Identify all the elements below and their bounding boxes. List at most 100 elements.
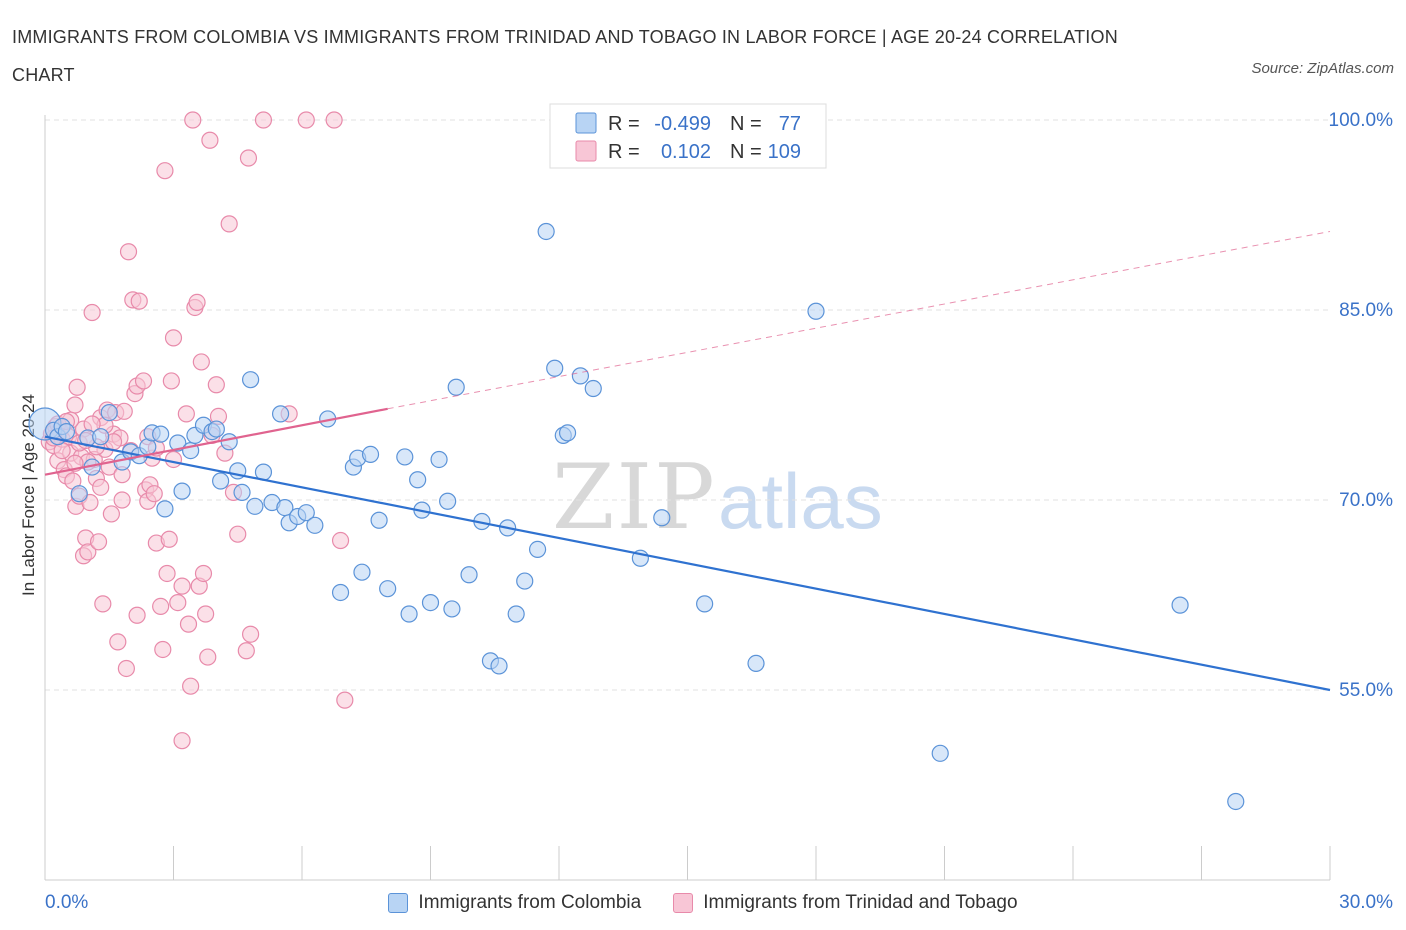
data-point-trinidad bbox=[94, 595, 112, 613]
legend-r-label: R = bbox=[608, 141, 640, 163]
data-point-colombia bbox=[353, 563, 371, 581]
data-point-colombia bbox=[331, 583, 350, 602]
legend-r-value-trinidad: 0.102 bbox=[661, 141, 711, 163]
legend-r-label: R = bbox=[608, 113, 640, 135]
watermark: ZIP atlas bbox=[552, 445, 883, 550]
legend-n-label: N = bbox=[730, 141, 762, 163]
data-point-trinidad bbox=[325, 111, 343, 129]
data-point-trinidad bbox=[237, 642, 255, 660]
data-point-colombia bbox=[396, 448, 414, 466]
legend-n-value-trinidad: 109 bbox=[768, 141, 801, 163]
legend-n-value-colombia: 77 bbox=[779, 113, 801, 135]
trend-line-trinidad-extension bbox=[387, 230, 1331, 410]
data-point-colombia bbox=[400, 605, 418, 623]
data-point-trinidad bbox=[79, 543, 97, 561]
data-point-trinidad bbox=[254, 111, 273, 129]
data-point-colombia bbox=[584, 379, 602, 398]
data-point-colombia bbox=[653, 509, 671, 527]
data-point-trinidad bbox=[173, 577, 191, 595]
data-point-trinidad bbox=[197, 605, 215, 623]
data-point-trinidad bbox=[117, 659, 135, 678]
data-point-trinidad bbox=[156, 162, 174, 180]
legend-swatch-colombia bbox=[388, 893, 409, 913]
legend-stats-box: R = -0.499 N = 77 R = 0.102 N = 109 bbox=[549, 103, 827, 169]
data-point-colombia bbox=[931, 744, 949, 762]
data-point-colombia bbox=[558, 424, 577, 442]
x-tick-label-end: 30.0% bbox=[1339, 892, 1393, 913]
legend-label-trinidad: Immigrants from Trinidad and Tobago bbox=[703, 892, 1018, 913]
data-point-trinidad bbox=[336, 691, 354, 709]
data-point-trinidad bbox=[229, 525, 247, 543]
data-point-colombia bbox=[271, 405, 290, 423]
data-point-trinidad bbox=[109, 633, 127, 651]
data-point-colombia bbox=[100, 404, 118, 422]
data-point-trinidad bbox=[201, 131, 219, 149]
data-point-trinidad bbox=[331, 531, 350, 550]
legend-item-colombia[interactable]: Immigrants from Colombia bbox=[388, 892, 641, 914]
data-point-colombia bbox=[460, 566, 478, 584]
data-point-colombia bbox=[409, 471, 427, 489]
legend-r-value-colombia: -0.499 bbox=[654, 113, 711, 135]
legend-swatch-colombia bbox=[575, 112, 597, 134]
data-point-trinidad bbox=[182, 677, 200, 695]
watermark-zip: ZIP bbox=[552, 445, 717, 550]
y-tick-labels: 100.0% 85.0% 70.0% 55.0% bbox=[1329, 110, 1394, 701]
data-point-colombia bbox=[92, 428, 110, 446]
data-point-colombia bbox=[537, 222, 555, 241]
data-point-colombia bbox=[421, 593, 440, 612]
data-point-colombia bbox=[297, 504, 315, 522]
data-point-trinidad bbox=[177, 405, 195, 423]
data-point-trinidad bbox=[220, 215, 238, 233]
trend-lines bbox=[44, 230, 1331, 692]
data-point-trinidad bbox=[119, 243, 138, 261]
y-tick-label: 85.0% bbox=[1339, 300, 1393, 321]
data-point-colombia bbox=[233, 483, 251, 501]
data-point-colombia bbox=[571, 367, 590, 385]
axes bbox=[44, 115, 1331, 881]
data-point-colombia bbox=[207, 420, 225, 438]
data-point-trinidad bbox=[164, 329, 183, 347]
source-label: Source: ZipAtlas.com bbox=[1251, 60, 1394, 77]
data-point-colombia bbox=[220, 433, 238, 451]
data-point-trinidad bbox=[164, 450, 183, 469]
data-point-trinidad bbox=[154, 640, 172, 659]
data-point-colombia bbox=[439, 492, 457, 510]
data-point-colombia bbox=[242, 371, 260, 389]
data-point-colombia bbox=[696, 595, 714, 613]
data-point-trinidad bbox=[199, 648, 217, 666]
data-point-trinidad bbox=[194, 564, 213, 583]
data-point-trinidad bbox=[297, 111, 315, 129]
data-point-trinidad bbox=[160, 530, 178, 548]
legend-swatch-trinidad bbox=[575, 140, 597, 162]
legend-item-trinidad[interactable]: Immigrants from Trinidad and Tobago bbox=[673, 892, 1018, 914]
data-point-trinidad bbox=[66, 396, 84, 414]
data-point-trinidad bbox=[130, 292, 148, 310]
data-point-trinidad bbox=[162, 372, 180, 390]
gridlines bbox=[45, 119, 1330, 691]
data-point-colombia bbox=[70, 485, 88, 503]
data-point-colombia bbox=[546, 359, 564, 377]
data-point-trinidad bbox=[152, 597, 170, 616]
legend-swatch-trinidad bbox=[673, 893, 694, 913]
data-point-trinidad bbox=[115, 402, 133, 420]
data-point-trinidad bbox=[134, 372, 153, 390]
y-tick-label: 100.0% bbox=[1329, 110, 1394, 131]
data-point-colombia bbox=[152, 425, 170, 443]
data-point-colombia bbox=[807, 302, 825, 320]
data-point-colombia bbox=[173, 482, 191, 500]
data-point-trinidad bbox=[92, 478, 110, 496]
data-point-colombia bbox=[156, 500, 174, 518]
watermark-atlas: atlas bbox=[718, 457, 883, 545]
data-point-colombia bbox=[507, 605, 525, 623]
data-point-colombia bbox=[212, 472, 230, 490]
data-point-colombia bbox=[379, 580, 397, 598]
data-point-trinidad bbox=[207, 376, 225, 394]
data-point-colombia bbox=[528, 540, 547, 559]
data-point-colombia bbox=[1171, 596, 1189, 614]
data-point-trinidad bbox=[158, 564, 176, 583]
trend-line-colombia bbox=[44, 435, 1331, 692]
data-point-trinidad bbox=[102, 505, 120, 523]
data-point-trinidad bbox=[188, 293, 206, 311]
data-point-trinidad bbox=[239, 149, 258, 167]
